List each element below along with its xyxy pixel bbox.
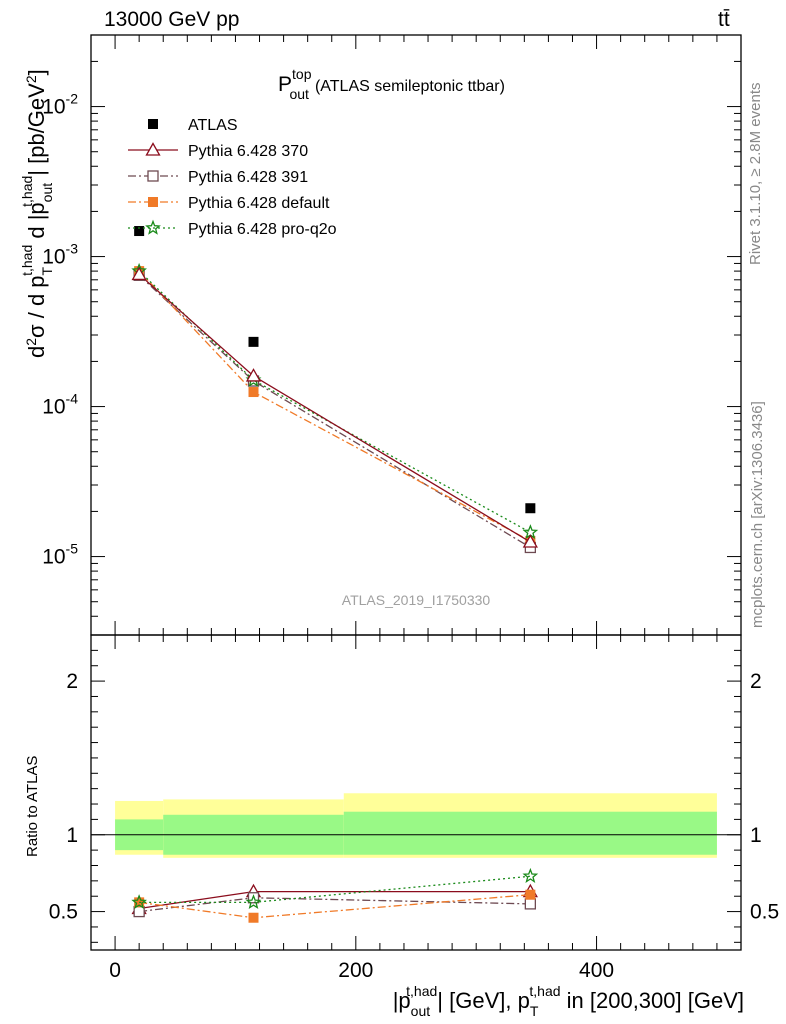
ratio-point-default xyxy=(525,889,536,900)
plot-title-main: P xyxy=(278,73,292,96)
tick-exponent: -5 xyxy=(66,541,79,557)
tick-base: 10 xyxy=(42,96,65,119)
legend-label-p391: Pythia 6.428 391 xyxy=(188,169,308,186)
y-label-sub-3: out xyxy=(39,183,55,203)
ratio-y-tick-label-left: 0.5 xyxy=(49,901,78,924)
data-point-atlas xyxy=(134,226,145,237)
plot-title-suffix: (ATLAS semileptonic ttbar) xyxy=(315,78,505,95)
ratio-point-proq2o xyxy=(245,894,262,910)
tick-base: 10 xyxy=(42,546,65,569)
ratio-y-tick-label-left: 2 xyxy=(66,670,78,693)
y-label-part-5: ] xyxy=(24,69,49,75)
ratio-line-proq2o xyxy=(139,875,531,904)
legend: ATLAS Pythia 6.428 370 Pythia 6.428 391 Pyt… xyxy=(128,117,337,238)
analysis-watermark: ATLAS_2019_I1750330 xyxy=(342,592,491,608)
x-tick-label: 400 xyxy=(579,959,614,982)
ratio-y-tick-label-left: 1 xyxy=(66,824,78,847)
legend-marker-p370 xyxy=(145,142,161,156)
y-label-sup-3: t,had xyxy=(19,176,35,207)
ratio-y-axis-label: Ratio to ATLAS xyxy=(24,756,41,857)
tick-base: 10 xyxy=(42,246,65,269)
y-label-part-3: d |p xyxy=(24,202,49,244)
x-label-part-3: in [200,300] [GeV] xyxy=(561,988,744,1013)
data-point-p370 xyxy=(522,534,538,548)
series-line-default xyxy=(138,270,531,542)
y-label-part-4: | [pb/GeV xyxy=(24,83,49,176)
x-label-part-1: |p xyxy=(393,988,411,1013)
ratio-plot-frame xyxy=(90,634,742,951)
legend-label-atlas: ATLAS xyxy=(188,117,238,134)
mcplots-label: mcplots.cern.ch [arXiv:1306.3436] xyxy=(749,401,766,628)
data-point-p370 xyxy=(245,368,262,382)
x-label-sub-1: out xyxy=(411,1003,431,1019)
tick-exponent: -2 xyxy=(66,91,79,107)
data-point-p370 xyxy=(131,266,147,281)
energy-label: 13000 GeV pp xyxy=(104,8,239,31)
data-point-atlas xyxy=(525,503,536,514)
ratio-point-p391 xyxy=(524,898,537,910)
ratio-point-proq2o xyxy=(522,867,539,883)
x-label-sup-1: t,had xyxy=(406,983,437,999)
ratio-uncertainty-bands xyxy=(91,793,741,858)
ratio-y-tick-label-right: 1 xyxy=(750,824,762,847)
y-label-sub-2: T xyxy=(39,266,55,275)
main-y-tick-label: 10-2 xyxy=(42,91,78,119)
x-tick-label: 200 xyxy=(338,959,373,982)
data-point-default xyxy=(248,387,259,398)
series-line-proq2o xyxy=(138,270,531,533)
ratio-y-tick-label-right: 2 xyxy=(750,670,762,693)
process-label: tt̄ xyxy=(718,8,730,31)
y-label-sup-4: 2 xyxy=(23,75,39,83)
legend-marker-atlas xyxy=(148,119,158,129)
y-label-sup-2: t,had xyxy=(19,245,35,276)
main-panel-series xyxy=(131,226,539,554)
ratio-point-p391 xyxy=(247,892,260,904)
legend-label-proq2o: Pythia 6.428 pro-q2o xyxy=(188,221,337,238)
tick-exponent: -3 xyxy=(66,241,79,257)
legend-marker-proq2o xyxy=(145,219,161,235)
y-label-part-1: d xyxy=(24,346,49,358)
x-label-part-2: | [GeV], p xyxy=(437,988,530,1013)
legend-label-p370: Pythia 6.428 370 xyxy=(188,143,308,160)
x-label-sub-2: T xyxy=(530,1003,539,1019)
data-point-atlas xyxy=(248,336,259,347)
main-y-tick-label: 10-3 xyxy=(42,241,78,269)
legend-label-default: Pythia 6.428 default xyxy=(188,195,330,212)
plot-title-sub: out xyxy=(289,86,309,102)
y-label-part-2: σ / d p xyxy=(24,275,49,338)
ratio-point-default xyxy=(248,912,259,923)
series-line-p370 xyxy=(138,273,531,543)
legend-marker-default xyxy=(148,197,158,207)
x-tick-label: 0 xyxy=(109,959,121,982)
plot-title: Ptop out (ATLAS semileptonic ttbar) xyxy=(278,66,505,102)
band-inner-bin-3 xyxy=(343,811,717,855)
ratio-panel-series xyxy=(131,867,539,923)
plot-title-sup: top xyxy=(292,66,312,82)
x-label-sup-2: t,had xyxy=(529,983,560,999)
tick-exponent: -4 xyxy=(66,391,79,407)
x-axis-label: |pout t,had| [GeV], pTt,had in [200,300] … xyxy=(393,983,744,1019)
ratio-y-tick-label-right: 0.5 xyxy=(750,901,779,924)
legend-marker-p391 xyxy=(147,170,159,182)
ratio-point-proq2o xyxy=(131,894,148,910)
tick-base: 10 xyxy=(42,396,65,419)
main-y-tick-label: 10-4 xyxy=(42,391,78,419)
y-label-sup-1: 2 xyxy=(23,338,39,346)
ratio-line-default xyxy=(139,894,531,919)
main-y-axis-label: d2σ / d pTt,had d |poutt,had| [pb/GeV2] xyxy=(19,69,55,358)
rivet-version-label: Rivet 3.1.10, ≥ 2.8M events xyxy=(747,83,764,266)
main-y-tick-label: 10-5 xyxy=(42,541,78,569)
